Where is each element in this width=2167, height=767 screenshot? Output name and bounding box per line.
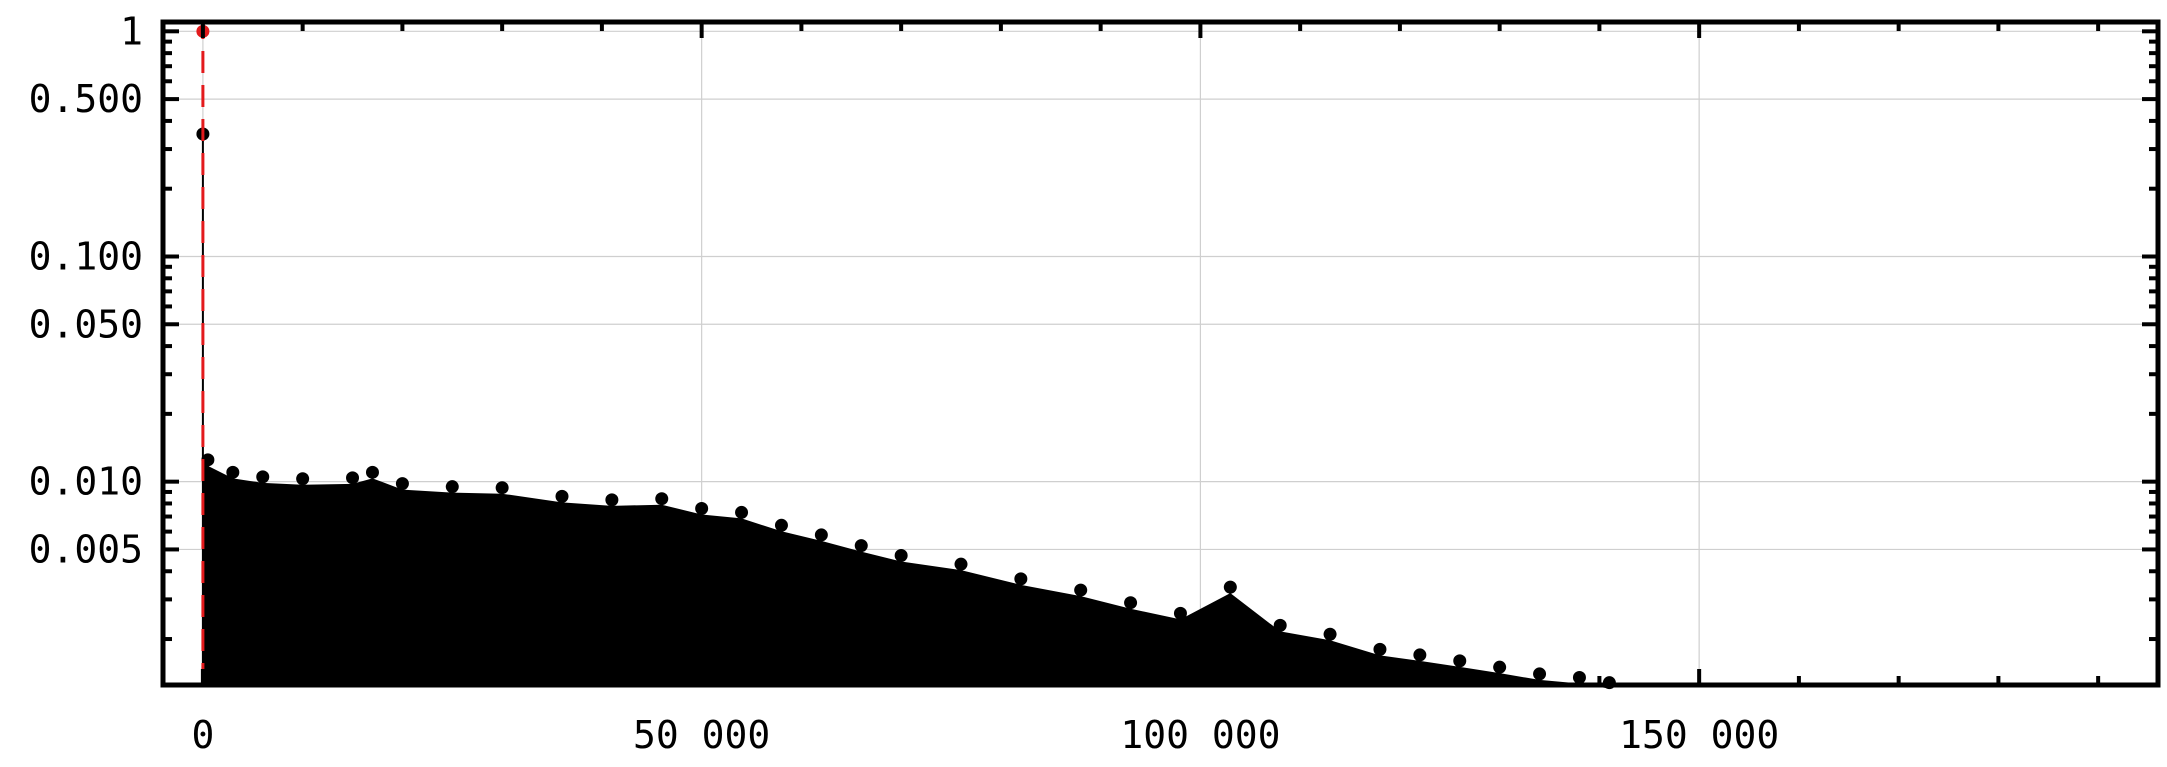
data-point xyxy=(1493,660,1507,674)
data-point xyxy=(655,492,669,506)
y-tick-label: 0.005 xyxy=(29,527,143,571)
x-tick-label: 150 000 xyxy=(1619,713,1779,757)
x-tick-label: 100 000 xyxy=(1120,713,1280,757)
tick-labels: 0 50 000 100 000 150 000 1 0.500 0.100 0.050 0.0… xyxy=(29,9,1780,757)
data-point xyxy=(695,501,709,515)
y-tick-label: 0.100 xyxy=(29,234,143,278)
data-point xyxy=(1273,618,1287,632)
data-point xyxy=(495,481,509,495)
data-point xyxy=(954,557,968,571)
y-tick-label: 0.500 xyxy=(29,77,143,121)
data-point xyxy=(894,548,908,562)
data-point xyxy=(1223,580,1237,594)
data-envelope xyxy=(202,459,1610,689)
data-point xyxy=(226,465,240,479)
data-point xyxy=(1323,627,1337,641)
data-point xyxy=(296,472,310,486)
data-point xyxy=(854,539,868,553)
data-point xyxy=(1173,606,1187,620)
grid xyxy=(163,22,2158,685)
plot-frame xyxy=(160,19,2161,688)
data-point xyxy=(774,518,788,532)
data-point xyxy=(1533,667,1547,681)
y-tick-label: 1 xyxy=(120,9,143,53)
data-point xyxy=(814,528,828,542)
data-series xyxy=(196,127,1616,690)
axes xyxy=(160,19,2161,688)
data-envelope-area xyxy=(202,459,1610,689)
data-point xyxy=(256,470,270,484)
data-point xyxy=(1413,648,1427,662)
data-point xyxy=(1572,670,1586,684)
x-tick-label: 0 xyxy=(191,713,214,757)
data-point xyxy=(1014,572,1028,586)
data-point xyxy=(1074,583,1088,597)
data-point xyxy=(1124,596,1138,610)
data-point xyxy=(605,493,619,507)
data-point xyxy=(395,477,409,491)
data-point xyxy=(365,465,379,479)
data-point xyxy=(1373,642,1387,656)
data-point xyxy=(555,489,569,503)
data-point xyxy=(1453,654,1467,668)
data-point xyxy=(346,471,360,485)
x-tick-label: 50 000 xyxy=(633,713,770,757)
data-point xyxy=(735,505,749,519)
data-point xyxy=(445,480,459,494)
y-tick-label: 0.010 xyxy=(29,460,143,504)
data-point xyxy=(201,453,215,467)
y-tick-label: 0.050 xyxy=(29,302,143,346)
